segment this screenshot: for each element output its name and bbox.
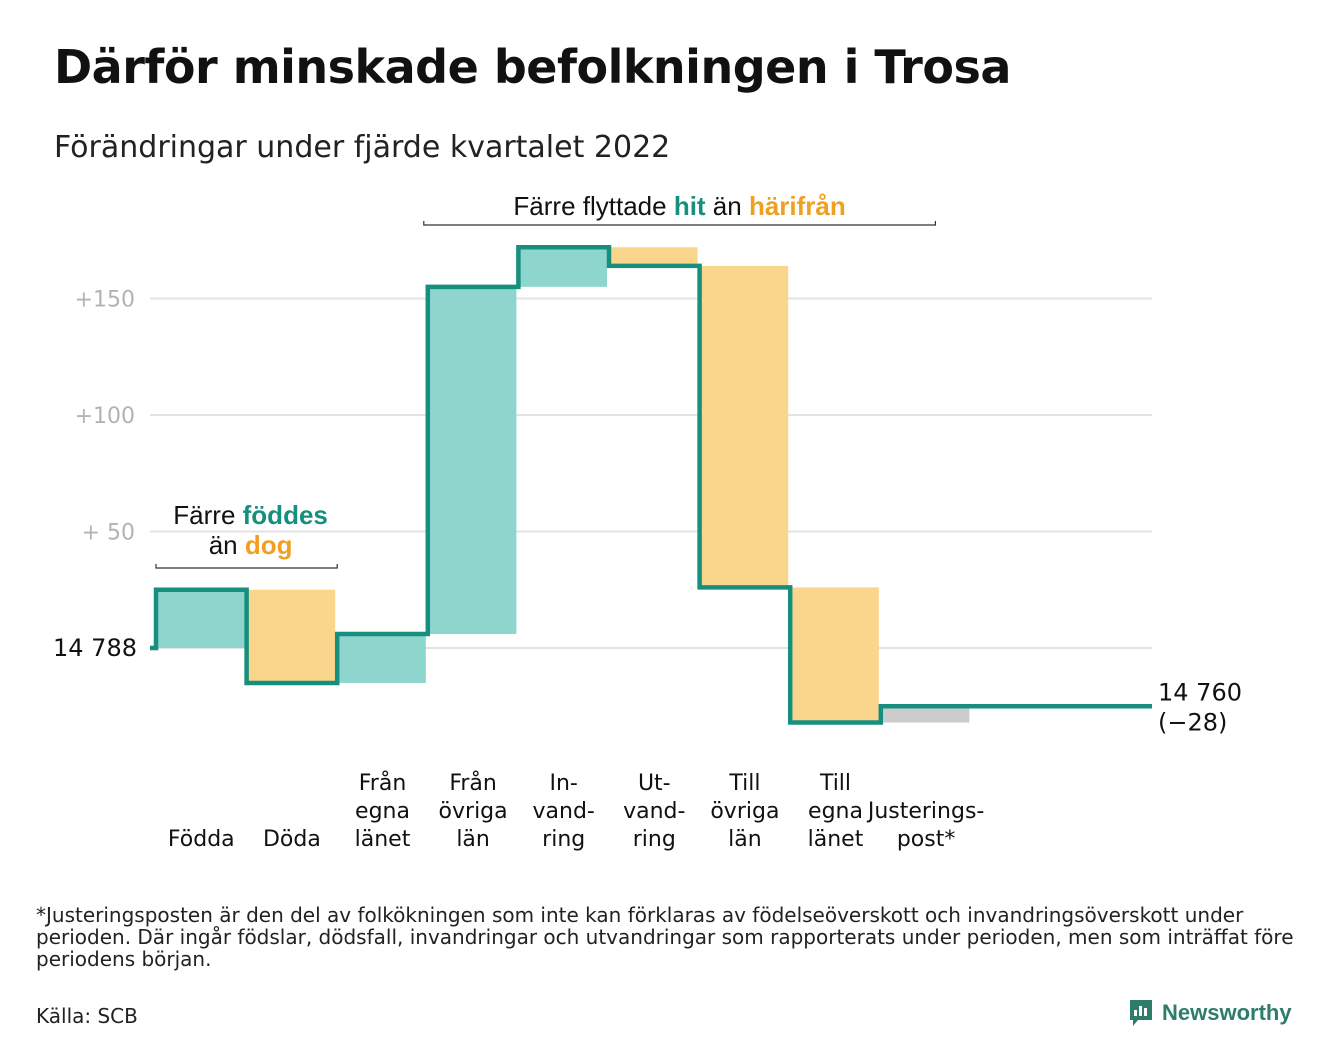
bar xyxy=(248,589,336,683)
x-category-label: Ut-vand-ring xyxy=(623,771,685,852)
x-category-label-line: egna xyxy=(355,799,410,824)
x-category-label-line: vand- xyxy=(533,799,595,824)
x-category-label-line: län xyxy=(728,827,762,852)
bar xyxy=(158,589,245,648)
x-category-label-line: Till xyxy=(819,771,851,796)
x-category-label-line: Justerings- xyxy=(866,799,985,824)
x-category-label-line: Döda xyxy=(263,827,321,852)
x-category-label-line: länet xyxy=(808,827,864,852)
x-category-label-line: egna xyxy=(808,799,863,824)
end-value-label: 14 760 xyxy=(1158,678,1242,706)
chart-title: Därför minskade befolkningen i Trosa xyxy=(54,40,1011,94)
x-category-label-line: län xyxy=(456,827,490,852)
x-category-label-line: Ut- xyxy=(638,771,671,796)
newsworthy-logo-icon xyxy=(1130,1000,1152,1026)
x-category-label: Födda xyxy=(168,827,235,852)
x-category-label-line: Från xyxy=(359,770,407,796)
x-category-label-line: Från xyxy=(449,770,497,796)
step-line-path xyxy=(150,244,1152,725)
start-value-label: 14 788 xyxy=(53,634,137,662)
x-category-label-line: vand- xyxy=(623,799,685,824)
brand-logo[interactable]: Newsworthy xyxy=(1128,998,1292,1028)
moves-bracket xyxy=(423,221,936,226)
chart-subtitle: Förändringar under fjärde kvartalet 2022 xyxy=(54,130,671,165)
bar xyxy=(520,247,607,287)
x-category-label-line: övriga xyxy=(439,799,508,824)
brand-name: Newsworthy xyxy=(1162,1000,1292,1025)
x-category-label-line: övriga xyxy=(710,799,779,824)
footnote: *Justeringsposten är den del av folkökni… xyxy=(36,903,1294,971)
moves-annotation-part: än xyxy=(706,191,749,221)
x-category-label-line: länet xyxy=(355,827,411,852)
y-tick-label: +150 xyxy=(75,288,135,313)
moves-annotation-part: Färre flyttade xyxy=(513,191,673,221)
x-category-label-line: ring xyxy=(633,827,676,852)
x-category-label: In-vand-ring xyxy=(533,771,595,852)
x-category-label: Från egna länet xyxy=(355,770,411,852)
x-category-label: Till övriga län xyxy=(710,771,779,852)
moves-annotation: Färre flyttade hit än härifrån xyxy=(513,191,845,221)
bar xyxy=(611,247,698,266)
x-category-label: Döda xyxy=(263,827,321,852)
x-category-label-line: post* xyxy=(897,827,956,852)
bar xyxy=(339,634,426,683)
x-category-label-line: Födda xyxy=(168,827,235,852)
births-annotation-line1-part: föddes xyxy=(243,500,328,530)
bar xyxy=(701,265,789,588)
source-note: Källa: SCB xyxy=(36,1004,138,1028)
bar xyxy=(792,587,879,723)
x-category-label: Justerings-post* xyxy=(866,799,985,852)
births-annotation-line2-part: dog xyxy=(245,530,293,560)
waterfall-chart: + 50 +100 +150 14 788 Födda Döda Från egna länet… xyxy=(53,191,1242,853)
births-annotation-line1-part: Färre xyxy=(173,500,242,530)
x-category-label-line: ring xyxy=(542,827,585,852)
births-annotation-line2-part: än xyxy=(209,530,245,560)
bar xyxy=(429,286,517,635)
x-category-label: Till egna länet xyxy=(808,771,864,852)
moves-annotation-part: hit xyxy=(674,191,706,221)
x-category-label-line: Till xyxy=(728,771,760,796)
moves-annotation-part: härifrån xyxy=(749,191,846,221)
bar xyxy=(882,706,970,723)
x-category-label: Från övriga län xyxy=(439,770,508,852)
births-bracket xyxy=(155,564,338,569)
births-annotation-line2: än dog xyxy=(209,530,293,560)
labels: + 50 +100 +150 14 788 Födda Döda Från egna länet… xyxy=(53,288,1242,853)
step-line xyxy=(150,244,1152,725)
end-change-label: (−28) xyxy=(1158,708,1227,736)
births-annotation-line1: Färre föddes xyxy=(173,500,328,530)
bars xyxy=(158,247,970,723)
y-tick-label: +100 xyxy=(75,404,135,429)
y-tick-label: + 50 xyxy=(82,521,135,546)
x-category-label-line: In- xyxy=(550,771,578,796)
